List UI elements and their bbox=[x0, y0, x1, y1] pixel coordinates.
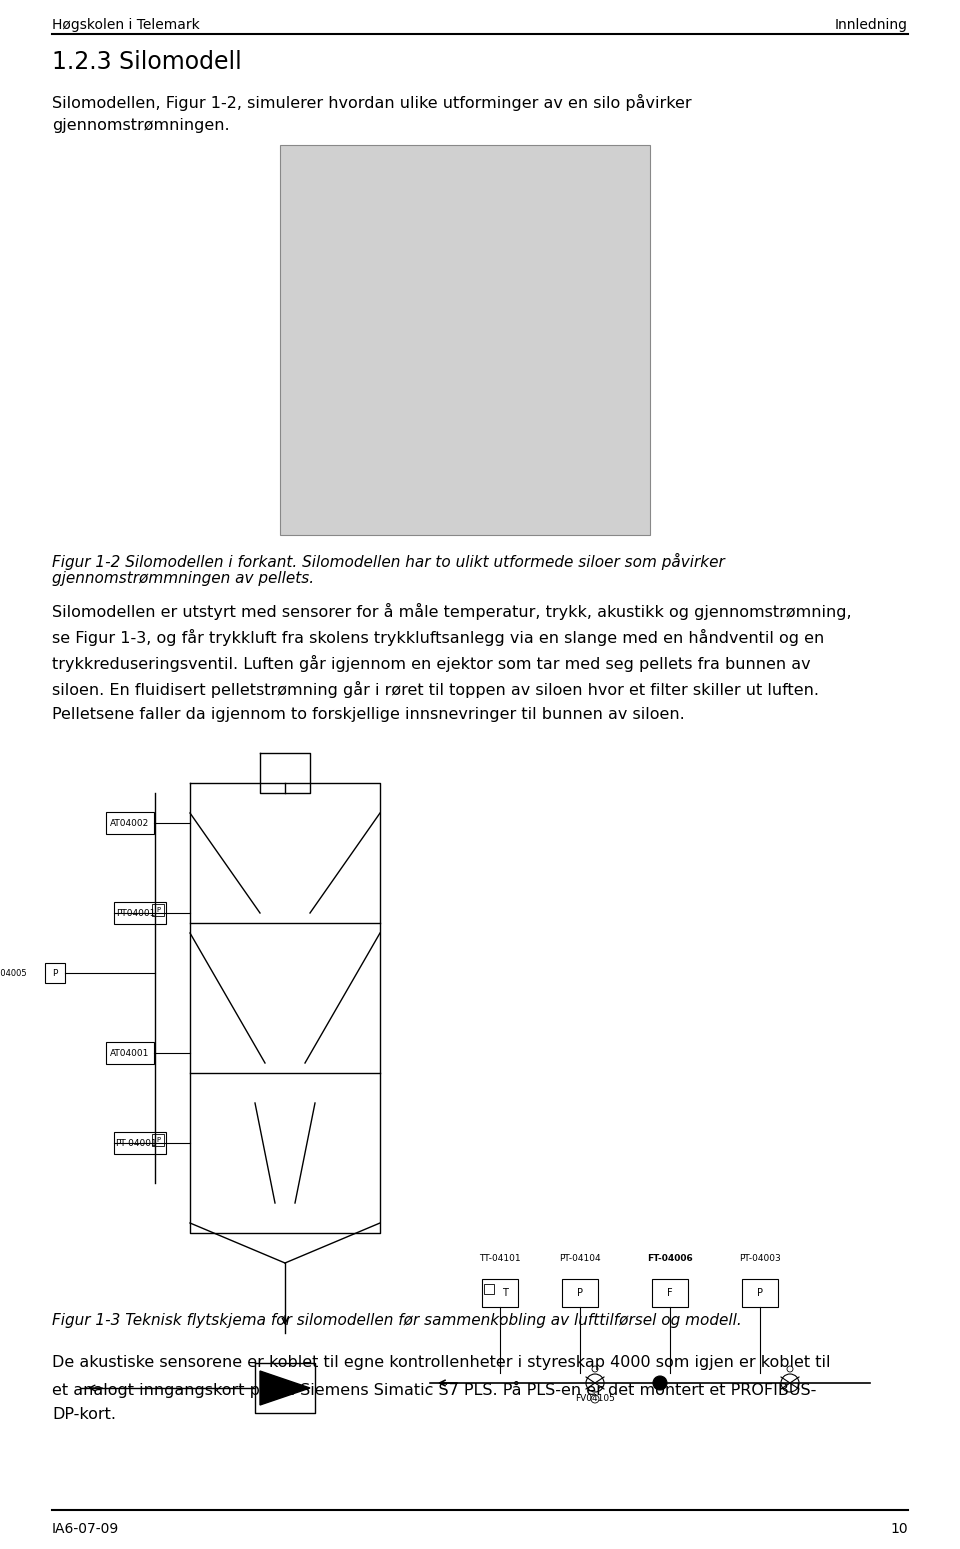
Text: siloen. En fluidisert pelletstrømning går i røret til toppen av siloen hvor et f: siloen. En fluidisert pelletstrømning gå… bbox=[52, 682, 819, 699]
Text: Høgskolen i Telemark: Høgskolen i Telemark bbox=[52, 19, 200, 33]
Bar bbox=[652, 1279, 688, 1307]
Text: AT04002: AT04002 bbox=[110, 818, 150, 827]
Circle shape bbox=[592, 1366, 598, 1372]
Text: Figur 1-2 Silomodellen i forkant. Silomodellen har to ulikt utformede siloer som: Figur 1-2 Silomodellen i forkant. Silomo… bbox=[52, 553, 725, 570]
Polygon shape bbox=[260, 1371, 310, 1405]
Text: et analogt inngangskort på en Siemens Simatic S7 PLS. På PLS-en er det montert e: et analogt inngangskort på en Siemens Si… bbox=[52, 1382, 816, 1399]
Bar bbox=[114, 1132, 166, 1154]
Text: P: P bbox=[577, 1289, 583, 1298]
Text: trykkreduseringsventil. Luften går igjennom en ejektor som tar med seg pellets f: trykkreduseringsventil. Luften går igjen… bbox=[52, 655, 810, 672]
Bar bbox=[106, 812, 154, 833]
Circle shape bbox=[591, 1396, 599, 1403]
Text: F: F bbox=[667, 1289, 673, 1298]
Text: DP-kort.: DP-kort. bbox=[52, 1406, 116, 1422]
Text: TT-04101: TT-04101 bbox=[479, 1255, 521, 1262]
Text: PT-04005: PT-04005 bbox=[0, 968, 27, 977]
Text: De akustiske sensorene er koblet til egne kontrollenheter i styreskap 4000 som i: De akustiske sensorene er koblet til egn… bbox=[52, 1355, 830, 1369]
Text: Figur 1-3 Teknisk flytskjema for silomodellen før sammenkobling av lufttilførsel: Figur 1-3 Teknisk flytskjema for silomod… bbox=[52, 1314, 742, 1327]
Bar bbox=[562, 1279, 598, 1307]
Text: gjennomstrømmningen av pellets.: gjennomstrømmningen av pellets. bbox=[52, 572, 314, 586]
Circle shape bbox=[653, 1376, 667, 1389]
Bar bbox=[114, 902, 166, 925]
Text: FV04105: FV04105 bbox=[575, 1394, 615, 1403]
Text: IA6-07-09: IA6-07-09 bbox=[52, 1523, 119, 1537]
Bar bbox=[280, 146, 650, 534]
Circle shape bbox=[781, 1374, 799, 1393]
Text: Silomodellen er utstyrt med sensorer for å måle temperatur, trykk, akustikk og g: Silomodellen er utstyrt med sensorer for… bbox=[52, 603, 852, 620]
Bar bbox=[484, 1284, 494, 1293]
Circle shape bbox=[586, 1374, 604, 1393]
Bar bbox=[482, 1279, 518, 1307]
Text: gjennomstrømningen.: gjennomstrømningen. bbox=[52, 118, 229, 133]
Text: P: P bbox=[156, 1137, 160, 1143]
Bar bbox=[106, 1042, 154, 1064]
Text: PT-04001: PT-04001 bbox=[115, 1139, 156, 1148]
Bar bbox=[152, 1134, 164, 1146]
Text: P: P bbox=[757, 1289, 763, 1298]
Text: P: P bbox=[52, 968, 58, 977]
Bar bbox=[742, 1279, 778, 1307]
Text: AT04001: AT04001 bbox=[110, 1049, 150, 1058]
Text: PT04001: PT04001 bbox=[116, 909, 156, 917]
Text: 10: 10 bbox=[890, 1523, 908, 1537]
Text: P: P bbox=[156, 908, 160, 912]
Text: Pelletsene faller da igjennom to forskjellige innsnevringer til bunnen av siloen: Pelletsene faller da igjennom to forskje… bbox=[52, 706, 684, 722]
Text: PT-04003: PT-04003 bbox=[739, 1255, 780, 1262]
Text: FT-04006: FT-04006 bbox=[647, 1255, 693, 1262]
Text: Innledning: Innledning bbox=[835, 19, 908, 33]
Bar bbox=[45, 963, 65, 984]
Text: Silomodellen, Figur 1-2, simulerer hvordan ulike utforminger av en silo påvirker: Silomodellen, Figur 1-2, simulerer hvord… bbox=[52, 94, 691, 112]
Text: T: T bbox=[502, 1289, 508, 1298]
Text: 1.2.3 Silomodell: 1.2.3 Silomodell bbox=[52, 50, 242, 74]
Text: PT-04104: PT-04104 bbox=[559, 1255, 601, 1262]
Bar bbox=[152, 905, 164, 915]
Circle shape bbox=[787, 1366, 793, 1372]
Text: se Figur 1-3, og får trykkluft fra skolens trykkluftsanlegg via en slange med en: se Figur 1-3, og får trykkluft fra skole… bbox=[52, 629, 825, 646]
